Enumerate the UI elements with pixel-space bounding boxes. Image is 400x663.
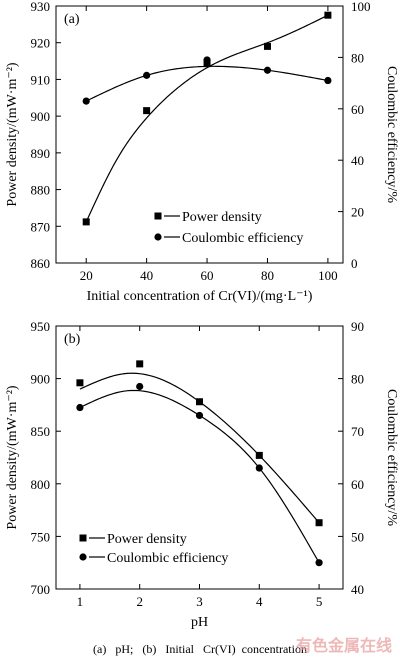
x-tick-label: 5 bbox=[316, 594, 323, 609]
y-tick-label: 950 bbox=[31, 319, 51, 334]
y2-tick-label: 60 bbox=[351, 477, 364, 492]
data-point-circle bbox=[76, 403, 84, 412]
series-line bbox=[85, 14, 329, 223]
y2-axis-label: Coulombic efficiency/% bbox=[384, 66, 399, 203]
data-point-square bbox=[76, 379, 84, 387]
y2-tick-label: 0 bbox=[351, 256, 358, 271]
y2-tick-label: 60 bbox=[351, 102, 364, 117]
data-point-circle bbox=[255, 464, 263, 472]
y2-tick-label: 100 bbox=[351, 0, 371, 14]
data-point-square bbox=[143, 107, 151, 115]
plot-frame bbox=[55, 5, 344, 264]
data-point-square bbox=[263, 42, 271, 50]
x-tick-label: 4 bbox=[256, 594, 263, 609]
x-tick-label: 1 bbox=[77, 594, 84, 609]
y2-tick-label: 50 bbox=[351, 529, 364, 544]
watermark: 有色金属在线 bbox=[296, 636, 392, 655]
panel-label: (b) bbox=[64, 332, 81, 347]
data-point-circle bbox=[143, 71, 151, 79]
x-tick-label: 100 bbox=[318, 268, 338, 283]
y-tick-label: 800 bbox=[31, 477, 51, 492]
legend-marker-circle bbox=[79, 553, 87, 561]
data-point-circle bbox=[263, 66, 272, 74]
legend-label: Coulombic efficiency bbox=[182, 231, 303, 246]
legend-label: Power density bbox=[107, 532, 187, 547]
y-tick-label: 750 bbox=[31, 529, 51, 544]
y2-tick-label: 70 bbox=[351, 424, 364, 439]
y-axis-label: Power density/(mW·m⁻²) bbox=[5, 62, 20, 207]
legend-label: Power density bbox=[182, 210, 262, 225]
y-tick-label: 930 bbox=[31, 0, 51, 14]
data-point-circle bbox=[315, 559, 323, 567]
x-tick-label: 80 bbox=[261, 268, 274, 283]
y-tick-label: 890 bbox=[31, 146, 51, 161]
x-tick-label: 2 bbox=[136, 594, 143, 609]
data-point-circle bbox=[82, 97, 90, 105]
legend-marker-square bbox=[154, 212, 162, 220]
legend-label: Coulombic efficiency bbox=[107, 551, 228, 566]
data-point-square bbox=[315, 519, 323, 527]
x-tick-label: 20 bbox=[80, 268, 93, 283]
data-point-circle bbox=[136, 382, 144, 391]
y2-tick-label: 80 bbox=[351, 372, 364, 387]
y-tick-label: 700 bbox=[31, 582, 51, 597]
y-axis-label: Power density/(mW·m⁻²) bbox=[5, 385, 20, 530]
y2-tick-label: 40 bbox=[351, 153, 364, 168]
data-point-square bbox=[82, 218, 90, 226]
panel-label: (a) bbox=[64, 12, 80, 27]
y-tick-label: 870 bbox=[31, 219, 51, 234]
legend-marker-circle bbox=[154, 233, 162, 241]
y2-tick-label: 40 bbox=[351, 582, 364, 597]
series-line bbox=[79, 372, 320, 524]
y2-tick-label: 90 bbox=[351, 319, 364, 334]
x-tick-label: 3 bbox=[196, 594, 203, 609]
series-line bbox=[85, 65, 329, 102]
y2-tick-label: 20 bbox=[351, 205, 364, 220]
x-tick-label: 60 bbox=[201, 268, 214, 283]
data-point-circle bbox=[203, 56, 211, 64]
y2-axis-label: Coulombic efficiency/% bbox=[384, 389, 399, 526]
y-tick-label: 900 bbox=[31, 372, 51, 387]
data-point-square bbox=[136, 360, 144, 368]
y-tick-label: 920 bbox=[31, 36, 51, 51]
y-tick-label: 900 bbox=[31, 109, 51, 124]
figure-caption: (a) pH; (b) Initial Cr(VI) concentration bbox=[93, 642, 307, 656]
data-point-square bbox=[255, 451, 263, 459]
x-axis-label: pH bbox=[191, 615, 208, 630]
y-tick-label: 880 bbox=[31, 183, 51, 198]
data-point-circle bbox=[195, 411, 204, 420]
y-tick-label: 910 bbox=[31, 72, 51, 87]
plot-frame bbox=[55, 325, 344, 590]
data-point-square bbox=[196, 398, 203, 406]
y-tick-label: 860 bbox=[31, 256, 51, 271]
data-point-square bbox=[324, 11, 332, 19]
data-point-circle bbox=[324, 76, 332, 85]
y-tick-label: 850 bbox=[31, 424, 51, 439]
legend-marker-square bbox=[79, 534, 87, 542]
data-point-square bbox=[203, 60, 211, 68]
x-axis-label: Initial concentration of Cr(VI)/(mg·L⁻¹) bbox=[87, 289, 313, 304]
x-tick-label: 40 bbox=[140, 268, 153, 283]
y2-tick-label: 80 bbox=[351, 50, 364, 65]
